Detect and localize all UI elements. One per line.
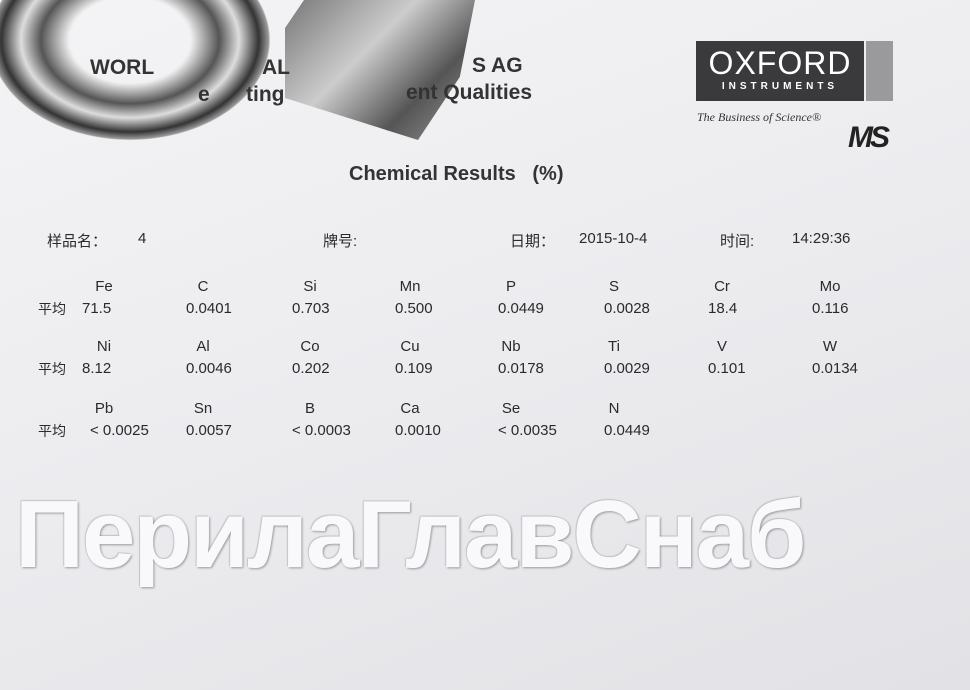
element-value: 0.500 — [395, 300, 433, 317]
element-symbol: B — [304, 400, 315, 417]
element-value: 0.0028 — [604, 300, 650, 317]
element-value: < 0.0035 — [498, 422, 557, 439]
element-symbol: Pb — [94, 400, 114, 417]
element-symbol: Si — [303, 278, 317, 295]
element-symbol: Co — [300, 338, 320, 355]
element-value: 0.0046 — [186, 360, 232, 377]
time-label: 时间: — [720, 233, 755, 250]
element-symbol: N — [608, 400, 620, 417]
ms-logo: MS — [848, 121, 890, 154]
page-title: Chemical Results (%) — [349, 163, 564, 185]
element-value: 18.4 — [708, 300, 738, 317]
sample-value: 4 — [138, 230, 147, 247]
watermark: ПерилаГлавСнаб — [15, 481, 806, 588]
header-fragment: ent Qualities — [406, 81, 533, 104]
header-fragment: e — [198, 83, 210, 106]
header-fragment: AL — [262, 56, 290, 79]
element-value: 8.12 — [82, 360, 112, 377]
avg-label: 平均 — [38, 301, 66, 317]
element-value: 0.101 — [708, 360, 746, 377]
element-symbol: P — [505, 278, 516, 295]
element-symbol: Mo — [819, 278, 841, 295]
element-value: < 0.0025 — [90, 422, 149, 439]
element-symbol: C — [197, 278, 209, 295]
metal-sample-photo — [285, 0, 475, 140]
element-value: 0.0449 — [498, 300, 544, 317]
element-symbol: V — [716, 338, 727, 355]
element-symbol: S — [608, 278, 619, 295]
header-fragment: WORL — [90, 56, 155, 79]
element-value: 0.202 — [292, 360, 330, 377]
avg-label: 平均 — [38, 361, 66, 377]
date-value: 2015-10-4 — [579, 230, 648, 247]
element-value: 0.0178 — [498, 360, 544, 377]
logo-gray-bar — [866, 41, 893, 101]
element-symbol: Ti — [608, 338, 620, 355]
element-value: 0.109 — [395, 360, 433, 377]
avg-label: 平均 — [38, 423, 66, 439]
element-symbol: Fe — [95, 278, 113, 295]
element-symbol: Cr — [714, 278, 730, 295]
element-value: 71.5 — [82, 300, 112, 317]
date-label: 日期： — [510, 233, 556, 250]
element-symbol: Cu — [400, 338, 420, 355]
element-symbol: Ni — [96, 338, 112, 355]
element-value: 0.0134 — [812, 360, 858, 377]
element-value: 0.0401 — [186, 300, 232, 317]
logo-sub: INSTRUMENTS — [721, 81, 839, 92]
element-value: 0.0449 — [604, 422, 650, 439]
element-symbol: Ca — [400, 400, 420, 417]
element-value: 0.703 — [292, 300, 330, 317]
logo-name: OXFORD — [708, 45, 852, 81]
element-symbol: Nb — [501, 338, 521, 355]
header-fragment: S AG — [472, 54, 523, 77]
element-symbol: Al — [196, 338, 210, 355]
grade-label: 牌号: — [323, 233, 358, 250]
element-symbol: Sn — [193, 400, 213, 417]
element-value: 0.116 — [812, 300, 849, 317]
header-fragment: ting — [246, 83, 285, 106]
element-value: < 0.0003 — [292, 422, 351, 439]
oxford-logo: OXFORD INSTRUMENTS — [696, 41, 864, 101]
element-symbol: Mn — [399, 278, 421, 295]
element-value: 0.0010 — [395, 422, 441, 439]
logo-tagline: The Business of Science® — [697, 110, 822, 124]
sample-label: 样品名： — [47, 233, 108, 250]
time-value: 14:29:36 — [792, 230, 851, 247]
element-symbol: W — [822, 338, 838, 355]
element-symbol: Se — [501, 400, 521, 417]
element-value: 0.0029 — [604, 360, 650, 377]
element-value: 0.0057 — [186, 422, 232, 439]
